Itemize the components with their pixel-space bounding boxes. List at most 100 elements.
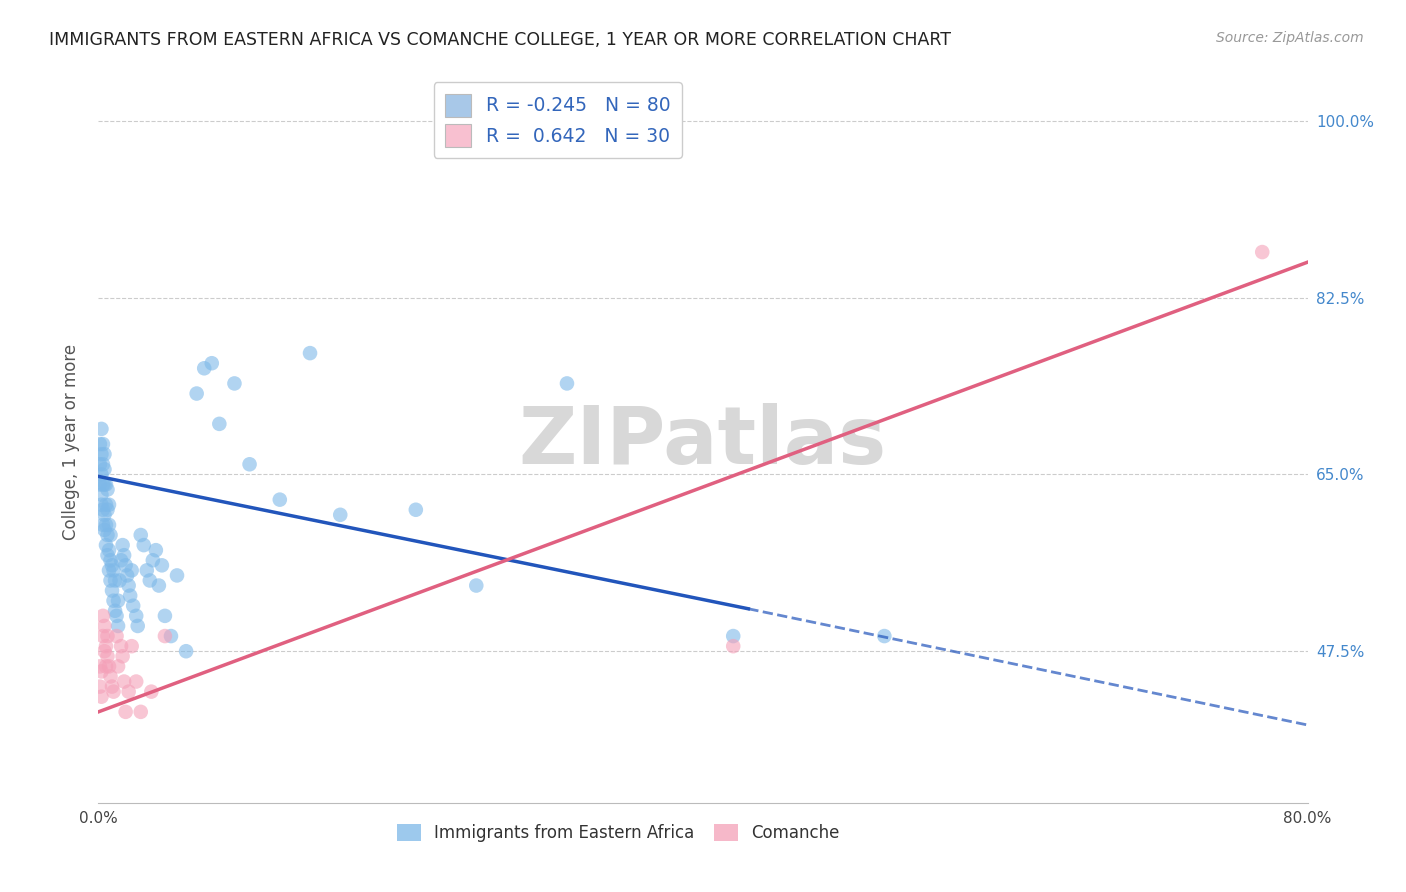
Point [127,619,149,633]
Point [873,629,896,643]
Point [100,553,122,567]
Point [405,502,427,516]
Point [96,528,118,542]
Point [93,447,115,461]
Point [723,639,745,653]
Point [269,492,291,507]
Point [145,543,167,558]
Point [98,659,121,673]
Point [91,477,114,491]
Point [148,578,170,592]
Point [89,680,111,694]
Point [91,608,114,623]
Point [160,629,183,643]
Point [90,690,112,704]
Point [90,447,112,461]
Point [89,457,111,471]
Text: ZIPatlas: ZIPatlas [519,402,887,481]
Point [91,457,114,471]
Point [90,467,112,482]
Point [1251,245,1274,260]
Point [329,508,352,522]
Point [96,629,118,643]
Point [93,508,115,522]
Point [98,543,121,558]
Point [111,538,134,552]
Point [93,462,115,476]
Point [112,674,135,689]
Point [186,386,208,401]
Point [91,437,114,451]
Point [141,684,163,698]
Text: IMMIGRANTS FROM EASTERN AFRICA VS COMANCHE COLLEGE, 1 YEAR OR MORE CORRELATION C: IMMIGRANTS FROM EASTERN AFRICA VS COMANC… [49,31,952,49]
Point [115,568,138,582]
Point [93,523,115,537]
Point [153,629,176,643]
Point [121,563,143,577]
Point [101,583,124,598]
Point [93,619,115,633]
Point [105,629,128,643]
Point [174,644,197,658]
Point [108,574,131,588]
Point [101,680,124,694]
Point [110,639,132,653]
Point [142,553,165,567]
Point [104,574,127,588]
Point [91,517,114,532]
Point [107,593,129,607]
Point [94,639,117,653]
Point [201,356,224,370]
Point [94,517,117,532]
Point [91,502,114,516]
Point [299,346,322,360]
Point [114,558,136,573]
Point [465,578,488,592]
Point [93,477,115,491]
Point [239,457,262,471]
Point [96,548,118,562]
Point [90,498,112,512]
Point [90,487,112,501]
Point [103,563,125,577]
Point [166,568,188,582]
Point [96,502,118,516]
Point [121,639,143,653]
Point [94,538,117,552]
Point [90,665,112,679]
Point [100,669,122,683]
Point [94,498,117,512]
Point [90,422,112,436]
Point [125,608,148,623]
Point [118,578,141,592]
Point [98,498,121,512]
Point [107,659,129,673]
Point [101,558,124,573]
Point [89,437,111,451]
Y-axis label: College, 1 year or more: College, 1 year or more [62,343,80,540]
Point [98,563,121,577]
Point [103,593,125,607]
Point [208,417,231,431]
Point [94,659,117,673]
Point [100,528,122,542]
Point [91,629,114,643]
Point [93,644,115,658]
Point [723,629,745,643]
Point [120,589,142,603]
Point [110,553,132,567]
Point [105,608,128,623]
Point [111,649,134,664]
Point [107,619,129,633]
Point [89,659,111,673]
Legend: Immigrants from Eastern Africa, Comanche: Immigrants from Eastern Africa, Comanche [391,817,846,848]
Point [103,684,125,698]
Point [139,574,162,588]
Point [112,548,135,562]
Point [129,528,152,542]
Point [125,674,148,689]
Point [94,477,117,491]
Point [96,649,118,664]
Point [104,604,127,618]
Point [153,608,176,623]
